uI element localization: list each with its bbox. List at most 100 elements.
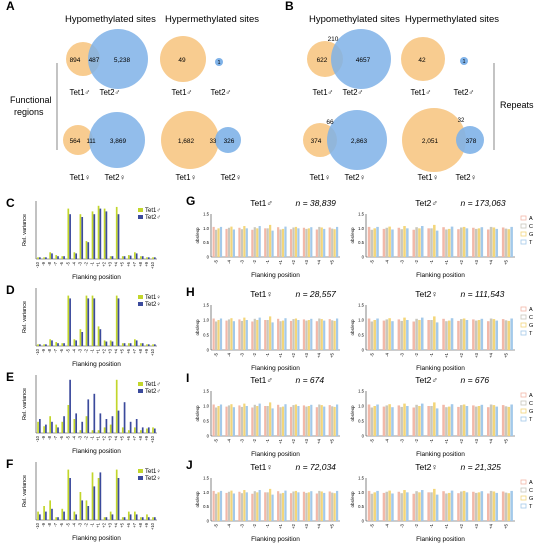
- venn-value-overlap: 33: [210, 139, 217, 145]
- bar-c: [331, 406, 334, 436]
- bar-t: [245, 320, 248, 350]
- venn-circle-tet2: [215, 58, 223, 66]
- venn-circle-tet1: [160, 36, 206, 82]
- legend-swatch-c: [520, 400, 527, 406]
- bar-c: [489, 226, 493, 257]
- bar-tet1: [37, 421, 39, 433]
- bar-t: [391, 407, 394, 436]
- bar-tet1: [140, 430, 142, 433]
- legend-swatch-g: [520, 231, 527, 237]
- legend-label-tet1: Tet1♂: [145, 382, 161, 388]
- legend-swatch-g: [520, 495, 527, 501]
- obs-panel-h: H Tet1♀ n = 28,557 0 0.5 1.0 1.5 obs/exp -5 -4 -3 -…: [186, 285, 533, 372]
- bar-a: [501, 491, 505, 521]
- bar-t: [336, 404, 339, 436]
- bar-tet1: [121, 517, 124, 520]
- bar-t: [420, 226, 424, 257]
- bar-g: [433, 224, 436, 257]
- bar-t: [465, 492, 469, 521]
- bar-tet2: [81, 421, 84, 433]
- x-tick-label: -10: [35, 261, 40, 268]
- x-tick-label: -2: [414, 438, 419, 442]
- bar-tet1: [79, 492, 82, 520]
- y-tick-label: 0.5: [358, 504, 364, 509]
- x-tick-label: +5: [504, 352, 509, 358]
- legend-label-g: G: [529, 323, 533, 329]
- bar-tet1: [37, 257, 39, 259]
- x-tick-label: +2: [291, 438, 296, 444]
- bar-t: [271, 230, 274, 257]
- x-tick-label: -1: [89, 261, 94, 265]
- x-tick-label: -3: [239, 259, 244, 263]
- legend-swatch-g: [520, 322, 527, 328]
- x-tick-label: -4: [226, 259, 231, 263]
- bar-tet2: [117, 410, 120, 433]
- chart-title: Tet2♂: [415, 375, 437, 385]
- bar-c: [318, 404, 321, 436]
- x-tick-label: -2: [252, 259, 257, 263]
- x-tick-label: -10: [35, 522, 40, 529]
- bar-g: [462, 226, 466, 257]
- bar-tet2: [105, 517, 108, 520]
- bar-a: [264, 320, 267, 350]
- bar-c: [385, 491, 389, 521]
- x-tick-label: -4: [71, 261, 76, 265]
- venn-value-overlap: 32: [458, 118, 465, 124]
- bar-tet2: [147, 257, 150, 259]
- bar-tet1: [67, 208, 70, 259]
- x-tick-label: +5: [504, 259, 509, 265]
- legend-swatch-a: [520, 306, 527, 312]
- bar-tet1: [140, 517, 142, 520]
- x-tick-label: -2: [83, 348, 88, 352]
- x-tick-label: +4: [489, 352, 494, 358]
- bar-tet2: [57, 427, 59, 433]
- bar-g: [281, 320, 285, 350]
- x-tick-label: -9: [41, 261, 46, 265]
- bar-a: [442, 318, 445, 350]
- bar-tet2: [45, 344, 47, 346]
- bar-tet1: [146, 344, 148, 346]
- bar-t: [284, 226, 287, 257]
- legend-swatch-tet1: [138, 469, 143, 473]
- bar-t: [271, 408, 274, 436]
- obs-panel-g: G Tet1♂ n = 38,839 0 0.5 1.0 1.5 obs/exp -5 -4 -3 -…: [186, 194, 533, 279]
- bar-a: [486, 407, 490, 436]
- venn-value-left: 622: [317, 57, 328, 64]
- bar-t: [480, 227, 484, 257]
- x-tick-label: -2: [252, 438, 257, 442]
- x-tick-label: -4: [384, 259, 389, 263]
- x-tick-label: +1: [444, 259, 449, 265]
- bar-c: [240, 320, 243, 350]
- bar-g: [230, 490, 233, 521]
- bar-a: [302, 491, 306, 521]
- bar-tet2: [105, 419, 108, 433]
- panel-b-col-title-hypo: Hypomethylated sites: [309, 14, 400, 25]
- bar-tet2: [63, 511, 65, 520]
- bar-tet2: [87, 399, 90, 433]
- bar-tet1: [55, 255, 58, 259]
- bar-tet1: [91, 430, 94, 433]
- venn-value-right: 5,238: [114, 57, 131, 64]
- bar-tet2: [75, 413, 78, 433]
- x-tick-label: -8: [47, 522, 52, 526]
- bar-t: [420, 490, 424, 521]
- bar-c: [227, 319, 231, 350]
- bar-tet2: [123, 517, 126, 520]
- bar-tet1: [109, 511, 112, 520]
- venn-label-right: Tet2♀: [104, 173, 125, 182]
- x-tick-label: -2: [252, 523, 257, 527]
- obs-chart-left: Tet1♀ n = 72,034 0 0.5 1.0 1.5 obs/exp -5 -4 -3 -2…: [195, 462, 340, 543]
- x-tick-label: +2: [291, 352, 296, 358]
- bar-a: [302, 405, 306, 436]
- bar-t: [219, 490, 223, 521]
- y-tick-label: 1.5: [358, 212, 364, 217]
- bar-tet2: [123, 343, 126, 346]
- x-tick-label: -5: [65, 435, 70, 439]
- bar-c: [292, 491, 295, 521]
- bar-t: [284, 404, 287, 436]
- venn-a-hypo-female: 564 111 3,869 Tet1♀ Tet2♀: [63, 112, 145, 182]
- bar-g: [403, 317, 406, 350]
- x-tick-label: +1: [96, 348, 101, 353]
- bar-a: [501, 405, 505, 436]
- bar-c: [305, 228, 308, 257]
